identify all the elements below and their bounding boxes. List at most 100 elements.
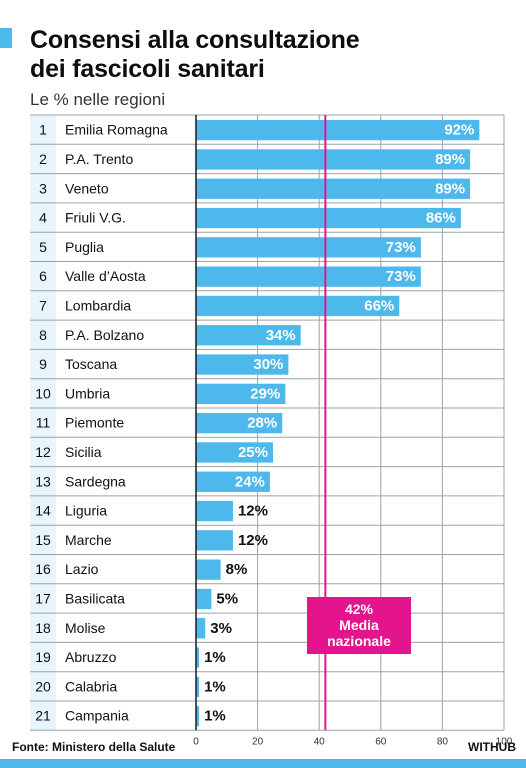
bar-value-label: 86% xyxy=(426,210,456,227)
rank-column-bg xyxy=(30,115,56,731)
bar-value-label: 34% xyxy=(266,327,296,344)
rank-number: 1 xyxy=(39,122,47,138)
region-label: Umbria xyxy=(65,385,110,401)
region-label: Marche xyxy=(65,532,112,548)
bar-value-label: 1% xyxy=(204,678,226,695)
source-note: Fonte: Ministero della Salute xyxy=(12,740,176,754)
rank-number: 10 xyxy=(35,385,51,401)
bar-value-label: 66% xyxy=(364,297,394,314)
region-label: P.A. Trento xyxy=(65,151,133,167)
bar xyxy=(196,559,221,580)
region-label: P.A. Bolzano xyxy=(65,327,144,343)
region-label: Calabria xyxy=(65,678,117,694)
region-label: Emilia Romagna xyxy=(65,122,168,138)
bar xyxy=(196,442,273,463)
bar xyxy=(196,588,212,610)
chart-subtitle: Le % nelle regioni xyxy=(30,90,166,109)
region-label: Campania xyxy=(65,708,129,724)
rank-number: 11 xyxy=(36,415,51,431)
bar xyxy=(196,237,421,258)
bar-value-label: 3% xyxy=(210,620,232,637)
chart-title: Consensi alla consultazione dei fascicol… xyxy=(30,26,360,84)
bar xyxy=(196,471,270,492)
region-label: Sicilia xyxy=(65,444,102,460)
bar xyxy=(196,618,206,639)
x-tick-label: 20 xyxy=(252,736,264,747)
bar-value-label: 89% xyxy=(435,180,465,197)
rank-number: 5 xyxy=(39,239,47,255)
bar-value-label: 89% xyxy=(435,151,465,168)
region-label: Veneto xyxy=(65,180,109,196)
rank-number: 12 xyxy=(35,444,51,460)
bar-value-label: 12% xyxy=(238,532,268,549)
bar xyxy=(196,120,480,141)
region-label: Molise xyxy=(65,620,106,636)
rank-number: 8 xyxy=(39,327,47,343)
rank-number: 4 xyxy=(39,210,47,226)
bar-value-label: 24% xyxy=(235,473,265,490)
region-label: Friuli V.G. xyxy=(65,210,126,226)
rank-number: 7 xyxy=(39,297,47,313)
bar xyxy=(196,500,233,522)
average-callout-box xyxy=(307,597,411,654)
bar-value-label: 29% xyxy=(250,385,280,402)
average-callout-text: Media xyxy=(339,617,379,633)
rank-number: 14 xyxy=(35,503,51,519)
region-label: Sardegna xyxy=(65,473,126,489)
bar-value-label: 73% xyxy=(386,268,416,285)
region-label: Lazio xyxy=(65,561,99,577)
rank-number: 15 xyxy=(35,532,51,548)
bar xyxy=(196,207,461,229)
bar-value-label: 12% xyxy=(238,503,268,520)
region-label: Puglia xyxy=(65,239,104,255)
average-callout-text: nazionale xyxy=(327,633,391,649)
region-label: Valle d’Aosta xyxy=(65,268,146,284)
rank-number: 13 xyxy=(35,473,51,489)
bar xyxy=(196,530,233,551)
rank-number: 17 xyxy=(35,590,51,606)
bar-value-label: 73% xyxy=(386,239,416,256)
region-label: Liguria xyxy=(65,503,107,519)
rank-number: 2 xyxy=(39,151,47,167)
region-label: Toscana xyxy=(65,356,117,372)
region-label: Abruzzo xyxy=(65,649,117,665)
average-callout-text: 42% xyxy=(345,601,374,617)
x-tick-label: 60 xyxy=(375,736,387,747)
bar-value-label: 1% xyxy=(204,708,226,725)
region-label: Lombardia xyxy=(65,297,131,313)
bar xyxy=(196,149,471,170)
rank-number: 19 xyxy=(35,649,51,665)
bar xyxy=(196,676,200,697)
bar xyxy=(196,178,471,199)
bar xyxy=(196,325,301,346)
bar-value-label: 8% xyxy=(226,561,248,578)
bar-value-label: 5% xyxy=(216,590,238,607)
rank-number: 16 xyxy=(35,561,51,577)
x-tick-label: 80 xyxy=(437,736,449,747)
bar xyxy=(196,295,400,317)
bar-value-label: 1% xyxy=(204,649,226,666)
rank-number: 20 xyxy=(35,678,51,694)
rank-number: 6 xyxy=(39,268,47,284)
bar-value-label: 28% xyxy=(247,415,277,432)
rank-number: 9 xyxy=(39,356,47,372)
title-line-1: Consensi alla consultazione xyxy=(30,26,360,54)
bottom-accent-bar xyxy=(0,759,526,768)
bar xyxy=(196,266,421,287)
bar-value-label: 92% xyxy=(444,122,474,139)
bar-value-label: 25% xyxy=(238,444,268,461)
bar-value-label: 30% xyxy=(253,356,283,373)
region-label: Piemonte xyxy=(65,415,124,431)
bar xyxy=(196,383,286,404)
brand-logo: WITHUB xyxy=(468,740,516,754)
bar xyxy=(196,647,200,668)
title-line-2: dei fascicoli sanitari xyxy=(30,55,265,83)
rank-number: 21 xyxy=(35,708,51,724)
rank-number: 18 xyxy=(35,620,51,636)
x-tick-label: 0 xyxy=(193,736,199,747)
x-tick-label: 100 xyxy=(496,736,513,747)
region-label: Basilicata xyxy=(65,590,125,606)
bar xyxy=(196,354,289,375)
x-tick-label: 40 xyxy=(314,736,326,747)
